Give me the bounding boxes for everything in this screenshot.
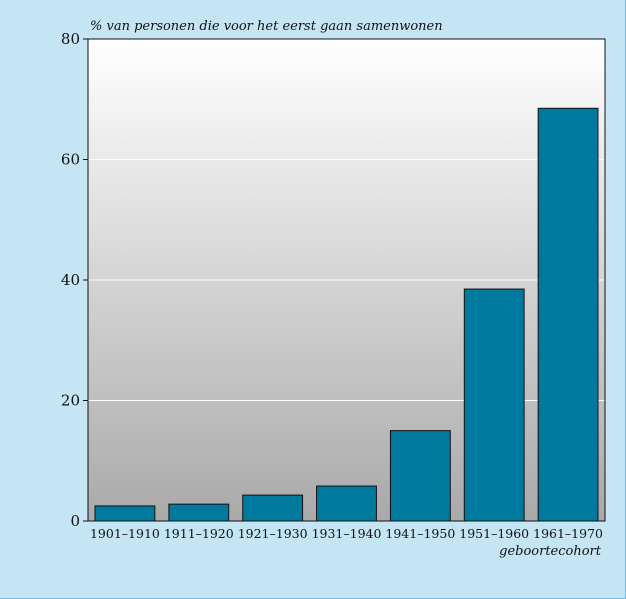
bar-1921–1930 (242, 494, 304, 522)
bar-1941–1950 (389, 430, 451, 522)
x-axis-title: geboortecohort (499, 544, 602, 559)
bar-1931–1940 (316, 485, 377, 522)
y-tick-label: 40 (61, 271, 80, 289)
y-tick-label: 80 (61, 30, 80, 48)
x-tick-label: 1901–1910 (90, 526, 160, 541)
bar-1901–1910 (94, 505, 156, 522)
bar-1911–1920 (168, 503, 230, 522)
x-axis: 1901–1910 1911–1920 1921–1930 1931–1940 1941… (90, 526, 603, 541)
bars (94, 107, 599, 522)
x-tick-label: 1961–1970 (533, 526, 603, 541)
x-tick-label: 1941–1950 (385, 526, 455, 541)
bar-1961–1970 (537, 107, 599, 522)
x-tick-label: 1921–1930 (238, 526, 308, 541)
y-tick-label: 60 (61, 151, 80, 169)
x-tick-label: 1911–1920 (164, 526, 234, 541)
x-tick-label: 1931–1940 (312, 526, 382, 541)
y-tick-label: 20 (61, 392, 80, 410)
bar-1951–1960 (463, 288, 525, 522)
x-tick-label: 1951–1960 (459, 526, 529, 541)
y-axis: 0 20 40 60 80 (61, 30, 88, 530)
y-axis-title: % van personen die voor het eerst gaan s… (90, 19, 443, 34)
y-tick-label: 0 (70, 512, 80, 530)
